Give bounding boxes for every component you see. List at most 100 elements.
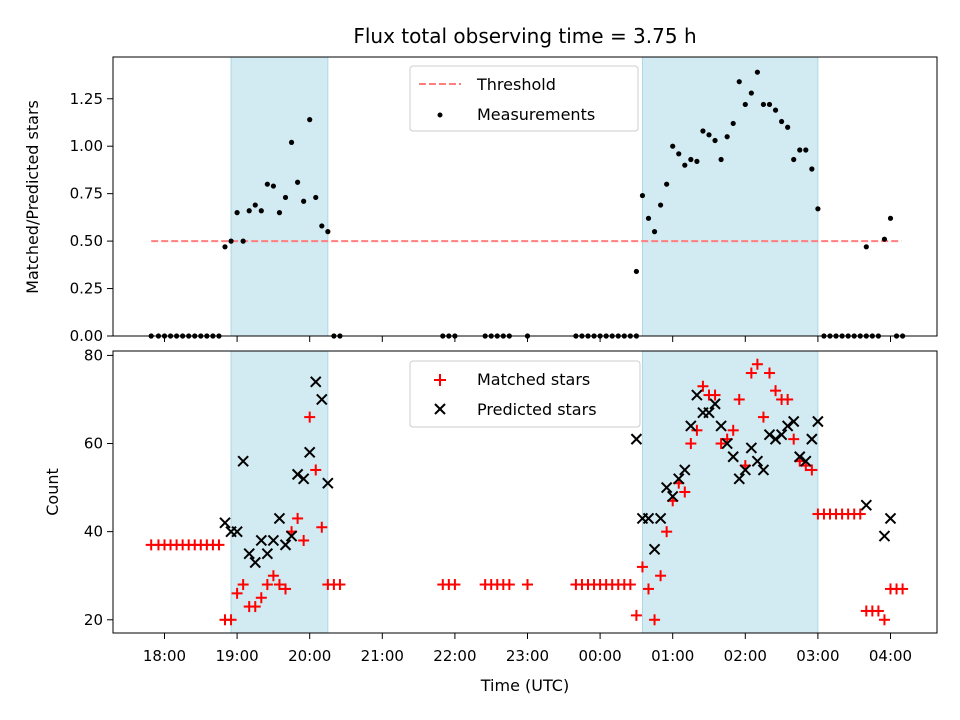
measurement-point [797, 147, 803, 153]
matched-star-point [782, 393, 794, 405]
matched-star-point [503, 579, 515, 591]
x-tick-label: 03:00 [796, 647, 839, 665]
bottom-legend-box [409, 360, 641, 428]
measurement-point [651, 229, 658, 235]
matched-star-point [237, 579, 249, 591]
matched-star-point [231, 587, 243, 599]
matched-star-point [280, 583, 291, 595]
measurement-point [240, 238, 246, 244]
bottom-axes-frame [112, 350, 938, 634]
bottom-y-axis-label: Count [43, 468, 62, 516]
measurement-point [222, 244, 228, 250]
measurement-point [766, 101, 773, 108]
measurement-point [700, 128, 706, 134]
predicted-star-point [291, 468, 304, 481]
predicted-star-point [775, 429, 788, 441]
matched-star-point [273, 579, 285, 591]
measurement-point [724, 134, 730, 140]
bottom-y-ticks: 20 40 60 80 [84, 346, 113, 629]
matched-star-point [624, 579, 636, 591]
predicted-star-point [703, 406, 715, 419]
measurement-point [803, 147, 809, 153]
predicted-star-point [794, 451, 806, 463]
predicted-star-point [279, 539, 292, 551]
predicted-star-point [219, 517, 231, 529]
measurement-point [712, 137, 718, 144]
x-tick-label: 23:00 [506, 647, 549, 665]
legend-matched-label: Matched stars [477, 370, 590, 389]
x-tick-label: 21:00 [361, 647, 404, 665]
predicted-star-point [727, 451, 739, 463]
matched-star-point [267, 570, 279, 582]
matched-star-point [872, 605, 884, 617]
measurement-point [779, 118, 785, 125]
matched-star-point [685, 438, 697, 450]
predicted-star-point [231, 525, 243, 538]
predicted-star-point [757, 464, 770, 476]
x-tick-label: 04:00 [869, 647, 912, 665]
predicted-star-point [316, 393, 328, 406]
matched-star-point [649, 614, 661, 626]
predicted-star-point [739, 464, 752, 476]
measurement-point [748, 90, 754, 96]
matched-star-point [764, 367, 775, 379]
matched-star-point [715, 438, 727, 450]
x-tick-label: 18:00 [143, 647, 186, 665]
matched-star-point [709, 389, 721, 401]
matched-star-point [697, 380, 709, 392]
predicted-star-point [715, 420, 727, 432]
measurement-point [706, 132, 712, 138]
legend-measurements-swatch [437, 112, 443, 118]
matched-star-point [261, 579, 273, 591]
measurement-point [730, 120, 736, 127]
predicted-star-point [267, 534, 280, 547]
measurement-point [815, 206, 821, 212]
predicted-star-point [787, 415, 800, 428]
bottom-y-tick-label: 40 [84, 523, 103, 541]
measurement-point [633, 268, 640, 275]
predicted-star-point [243, 547, 255, 560]
predicted-star-point [763, 429, 776, 441]
measurement-point [252, 202, 258, 208]
bottom-x-ticks: 18:00 19:00 20:00 21:00 22:00 23:00 00:00 01:00… [143, 633, 912, 665]
measurement-point [264, 181, 270, 187]
legend-matched-swatch [434, 374, 446, 386]
legend-predicted-label: Predicted stars [477, 400, 597, 419]
matched-star-point [255, 592, 267, 604]
matched-star-point [249, 601, 261, 613]
predicted-star-point [691, 389, 703, 401]
predicted-star-point [800, 455, 812, 467]
top-x-ticks [164, 336, 891, 342]
measurement-point [682, 162, 688, 168]
predicted-star-point [666, 490, 679, 503]
matched-star-point [733, 393, 745, 405]
predicted-star-point [303, 446, 316, 459]
measurement-point [694, 158, 700, 164]
predicted-star-point [685, 420, 697, 432]
matched-star-point [310, 464, 322, 476]
x-axis-label: Time (UTC) [480, 676, 569, 695]
matched-star-point [522, 579, 533, 591]
measurement-point [785, 124, 791, 130]
measurement-point [313, 194, 319, 201]
measurement-point [863, 244, 869, 250]
matched-star-point [661, 526, 673, 538]
measurement-point [718, 156, 724, 163]
measurement-point [645, 215, 652, 221]
predicted-star-point [654, 512, 667, 525]
predicted-stars-layer [219, 376, 897, 569]
measurement-point [670, 143, 676, 149]
x-tick-label: 00:00 [578, 647, 621, 665]
matched-star-point [897, 583, 909, 595]
bottom-y-tick-label: 80 [84, 346, 103, 364]
predicted-star-point [273, 512, 286, 525]
matched-star-point [316, 521, 328, 533]
top-y-axis-label: Matched/Predicted stars [23, 100, 42, 294]
predicted-star-point [733, 473, 745, 485]
matched-star-point [770, 385, 782, 397]
top-shade-band-1 [641, 56, 819, 337]
predicted-star-point [878, 530, 891, 542]
matched-star-point [630, 609, 642, 621]
x-tick-label: 01:00 [651, 647, 694, 665]
x-tick-label: 20:00 [288, 647, 331, 665]
